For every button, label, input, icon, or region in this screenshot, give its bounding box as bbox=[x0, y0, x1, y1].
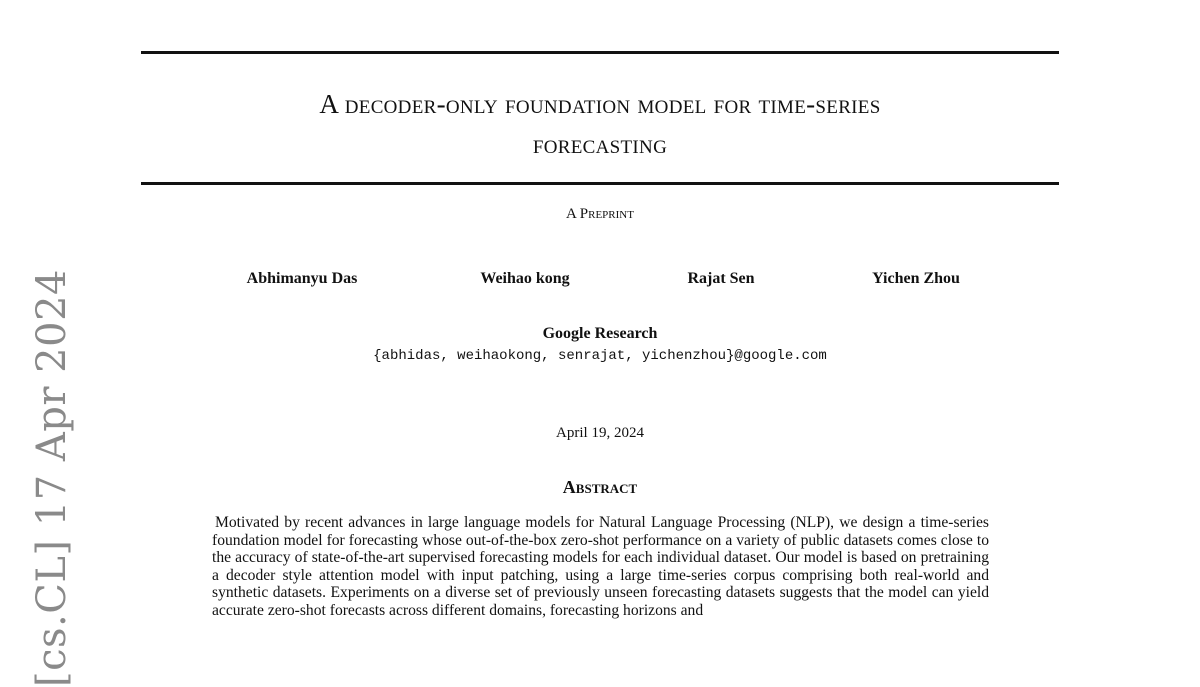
author-emails: {abhidas, weihaokong, senrajat, yichenzh… bbox=[373, 348, 827, 364]
author: Weihao kong bbox=[480, 270, 570, 287]
author: Abhimanyu Das bbox=[246, 270, 358, 287]
top-rule bbox=[141, 51, 1059, 54]
abstract-heading: Abstract bbox=[562, 477, 638, 497]
affiliation: Google Research bbox=[542, 325, 658, 342]
paper-title: A decoder-only foundation model for time… bbox=[141, 84, 1059, 164]
author: Rajat Sen bbox=[687, 270, 755, 287]
preprint-label: A Preprint bbox=[566, 206, 634, 222]
bottom-rule bbox=[141, 182, 1059, 185]
title-line-2: forecasting bbox=[532, 129, 668, 159]
abstract-text: Motivated by recent advances in large la… bbox=[212, 514, 989, 619]
date: April 19, 2024 bbox=[556, 425, 644, 441]
author: Yichen Zhou bbox=[872, 270, 960, 287]
title-line-1: A decoder-only foundation model for time… bbox=[319, 89, 881, 119]
